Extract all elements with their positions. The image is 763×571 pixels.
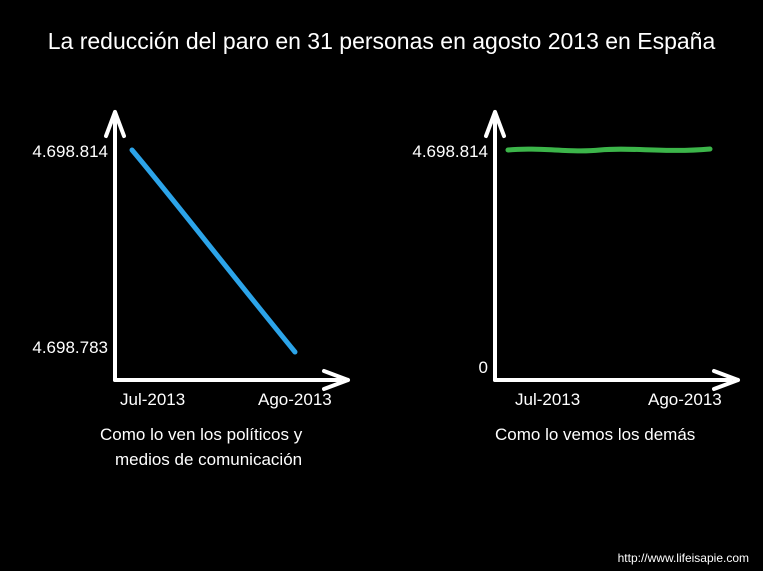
footer-url: http://www.lifeisapie.com <box>618 551 749 565</box>
right-xtick-0: Jul-2013 <box>515 390 580 410</box>
right-caption: Como lo vemos los demás <box>495 425 695 445</box>
left-xtick-1: Ago-2013 <box>258 390 332 410</box>
right-xtick-1: Ago-2013 <box>648 390 722 410</box>
right-chart: 4.698.814 0 Jul-2013 Ago-2013 Como lo ve… <box>390 100 750 470</box>
right-ytick-top: 4.698.814 <box>390 142 488 162</box>
left-xtick-0: Jul-2013 <box>120 390 185 410</box>
page-title: La reducción del paro en 31 personas en … <box>0 28 763 55</box>
left-chart: 4.698.814 4.698.783 Jul-2013 Ago-2013 Co… <box>20 100 360 470</box>
left-caption-1: Como lo ven los políticos y <box>100 425 302 445</box>
left-caption-2: medios de comunicación <box>115 450 302 470</box>
infographic-root: La reducción del paro en 31 personas en … <box>0 0 763 571</box>
right-ytick-bottom: 0 <box>390 358 488 378</box>
left-ytick-bottom: 4.698.783 <box>20 338 108 358</box>
left-ytick-top: 4.698.814 <box>20 142 108 162</box>
